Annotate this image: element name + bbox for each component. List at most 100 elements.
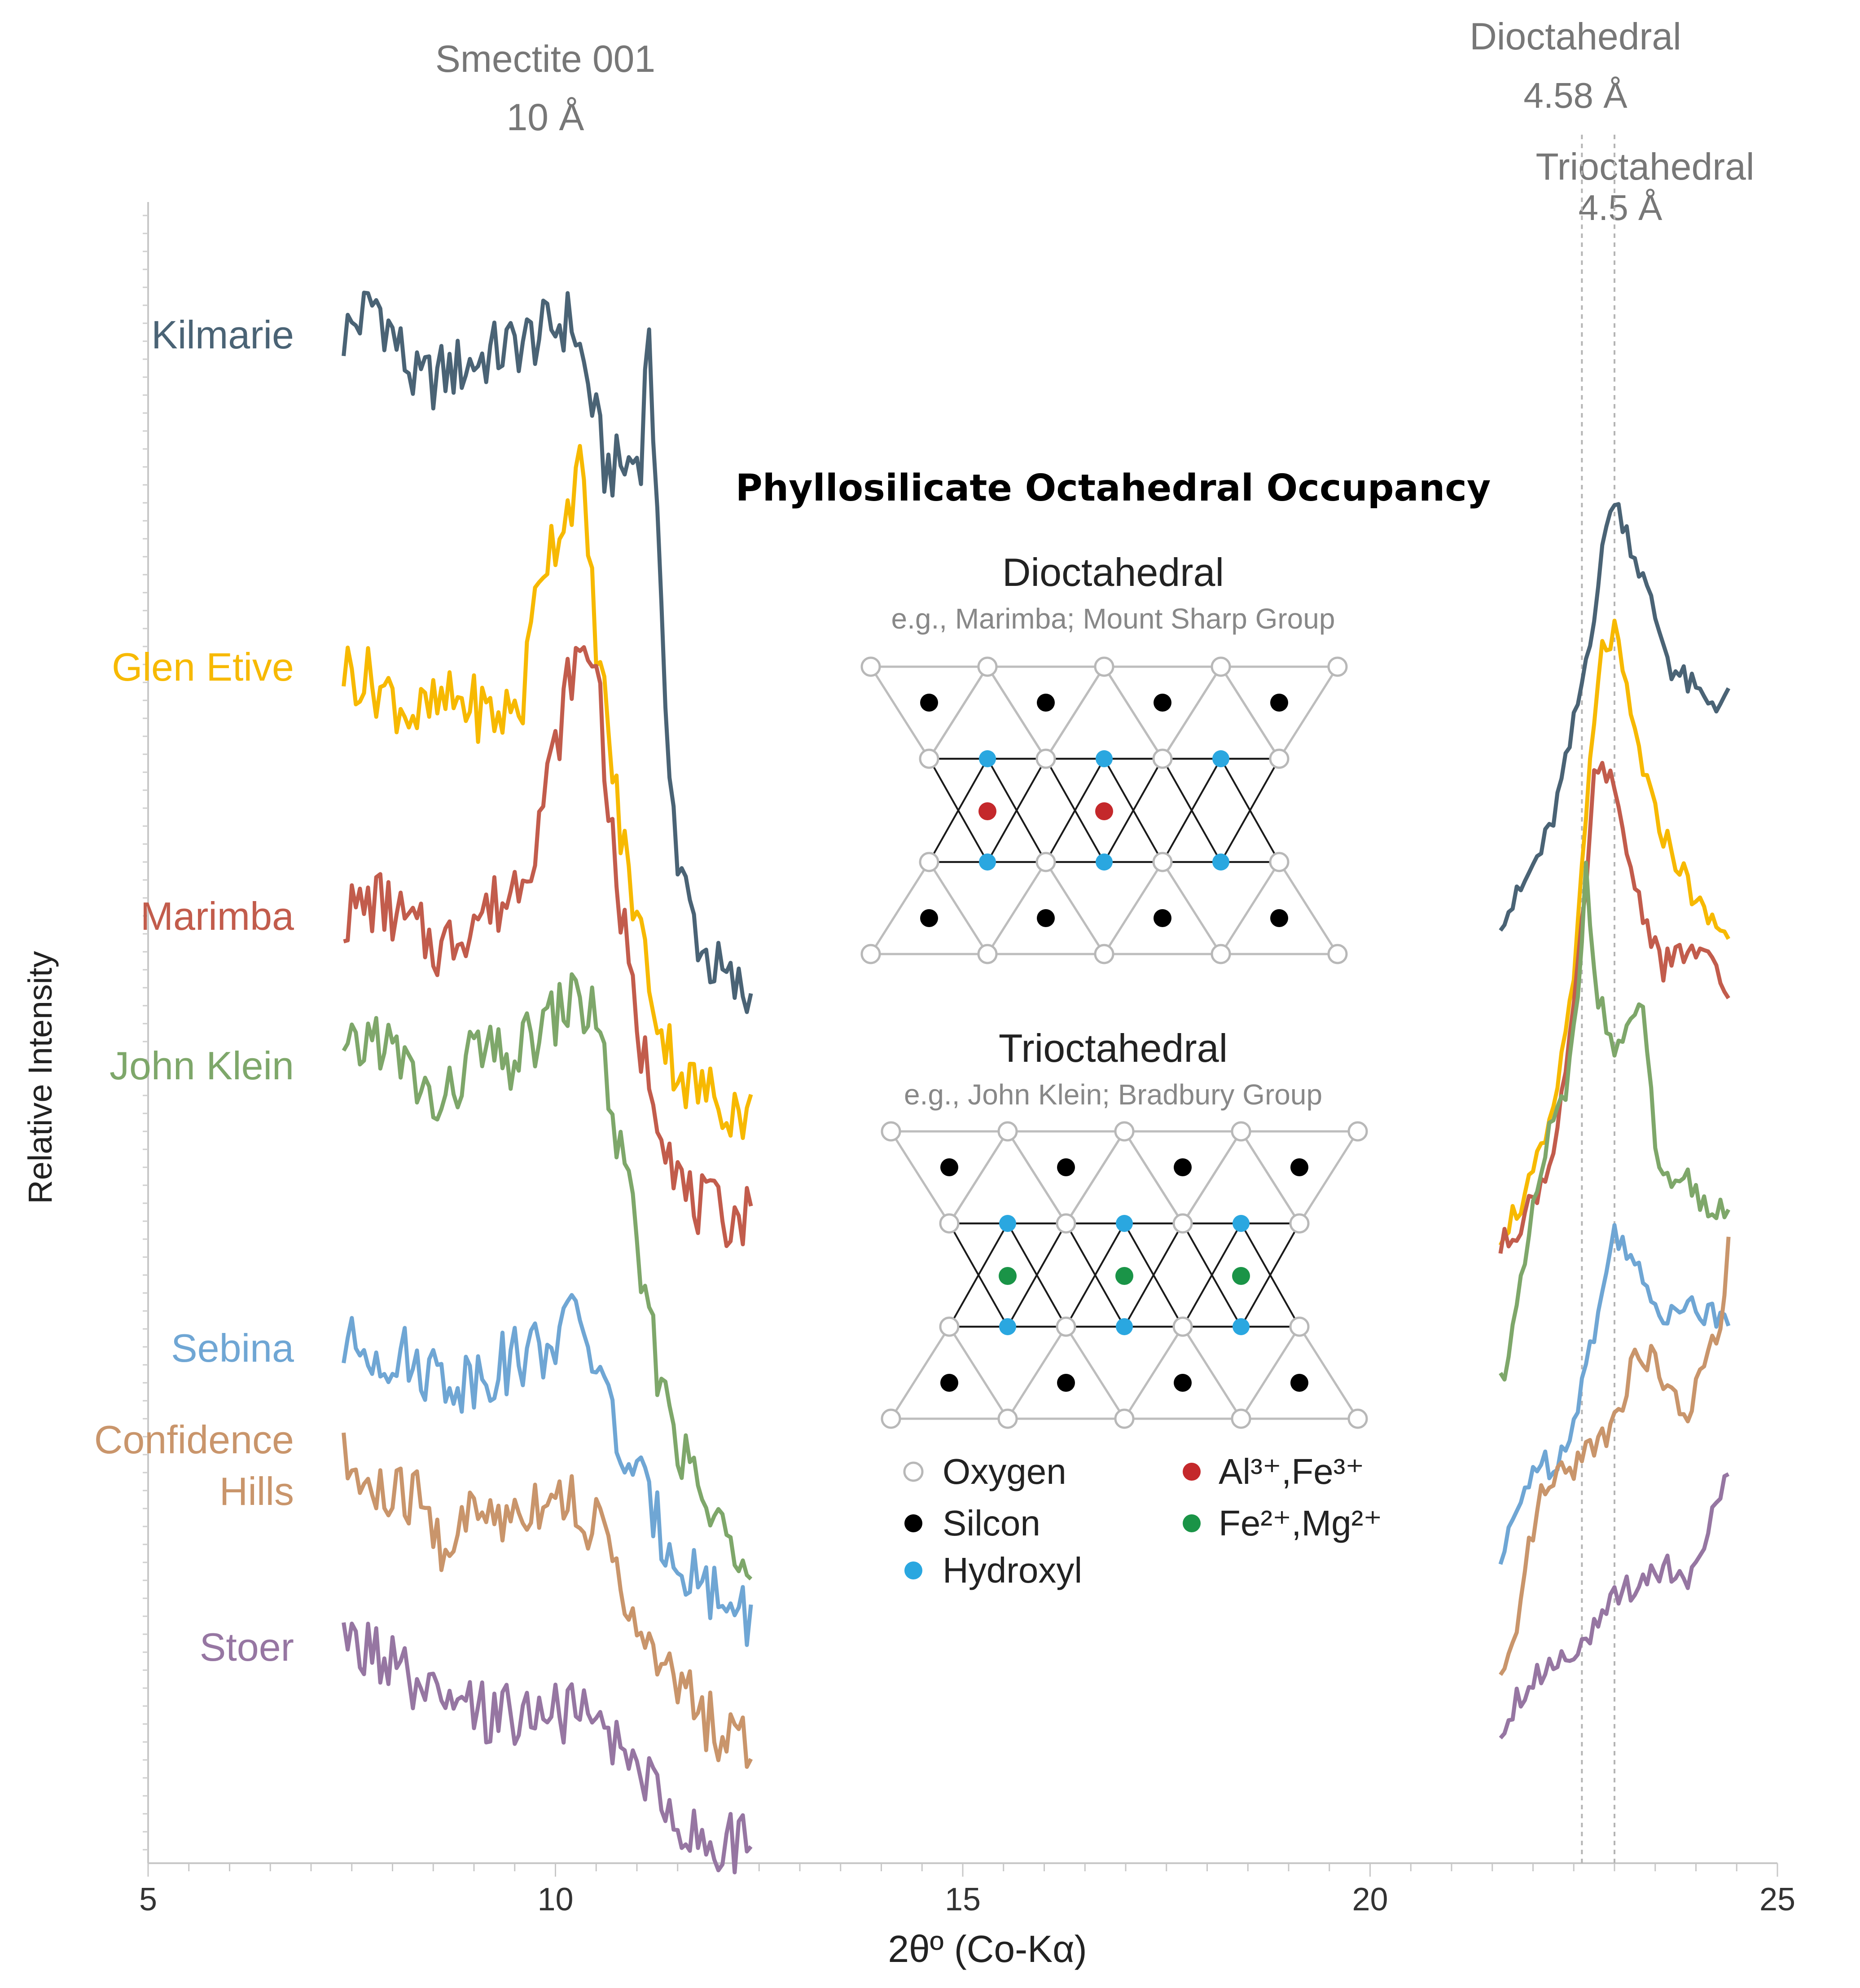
bond <box>1103 861 1164 955</box>
oxygen-atom <box>977 656 998 677</box>
silicon-atom <box>1174 1374 1192 1392</box>
traces <box>342 290 1731 1874</box>
silicon-atom <box>1057 1158 1075 1176</box>
hydroxyl-atom <box>999 1318 1016 1335</box>
bond <box>1065 1223 1125 1327</box>
oxygen-atom <box>1114 1121 1135 1142</box>
hydroxyl-atom <box>1116 1215 1133 1232</box>
silicon-atom <box>1037 909 1055 927</box>
bond <box>987 758 1047 862</box>
trace-marimba-high-angle <box>1498 761 1730 1254</box>
trace-kilmarie-low-angle <box>342 290 753 1014</box>
trioctahedral-subtitle: e.g., John Klein; Bradbury Group <box>904 1078 1322 1111</box>
bond <box>1044 861 1105 955</box>
oxygen-atom <box>1347 1408 1368 1429</box>
bond <box>890 1130 951 1224</box>
oxygen-atom <box>1114 1408 1135 1429</box>
bond <box>1123 1223 1184 1327</box>
silicon-atom <box>1270 694 1288 712</box>
bond <box>1161 861 1222 955</box>
series-labels: Kilmarie Glen Etive Marimba John Klein Sebin… <box>94 312 294 1669</box>
hydroxyl-atom <box>1233 1215 1250 1232</box>
bond <box>928 758 988 862</box>
oxygen-atom <box>919 852 939 872</box>
silicon-atom <box>920 694 938 712</box>
bond <box>1065 1130 1126 1224</box>
oxygen-atom <box>1211 656 1231 677</box>
silicon-atom <box>1154 909 1171 927</box>
reference-lines <box>1581 135 1615 1863</box>
annotation-smectite: Smectite 001 <box>435 38 655 80</box>
series-label-confidence-hills: Confidence Hills <box>94 1417 294 1513</box>
silicon-atom <box>940 1158 958 1176</box>
bond <box>1181 1130 1242 1224</box>
hydroxyl-atom <box>1096 853 1113 871</box>
bond <box>1161 666 1222 760</box>
bond <box>1123 1326 1184 1420</box>
legend-silicon-marker <box>904 1514 922 1532</box>
oxygen-atom <box>939 1316 960 1337</box>
trace-sebina-low-angle <box>342 1293 753 1647</box>
bond <box>1298 1326 1359 1420</box>
bond <box>1045 758 1105 862</box>
dioctahedral-subtitle: e.g., Marimba; Mount Sharp Group <box>891 603 1335 635</box>
octahedral-cation-fe2-mg <box>1115 1267 1133 1285</box>
bond <box>948 1326 1009 1420</box>
trace-confidence-hills-high-angle <box>1499 1236 1731 1676</box>
hydroxyl-atom <box>1116 1318 1133 1335</box>
oxygen-atom <box>1289 1213 1310 1234</box>
bond <box>869 666 930 760</box>
oxygen-atom <box>1327 944 1348 964</box>
annotation-trioctahedral: Trioctahedral <box>1535 145 1754 188</box>
bond <box>1240 1223 1300 1327</box>
silicon-atom <box>1174 1158 1192 1176</box>
oxygen-atom <box>1094 944 1114 964</box>
silicon-atom <box>1037 694 1055 712</box>
axes: 5 10 15 20 25 <box>139 202 1795 1918</box>
silicon-atom <box>1290 1158 1308 1176</box>
trace-confidence-hills-low-angle <box>342 1432 753 1769</box>
hydroxyl-atom <box>979 750 996 767</box>
bond <box>948 1130 1009 1224</box>
annotation-10a: 10 Å <box>507 96 584 138</box>
trioctahedral-heading: Trioctahedral <box>999 1026 1228 1070</box>
series-label-sebina: Sebina <box>171 1326 294 1370</box>
legend-hydroxyl-marker <box>904 1561 922 1579</box>
bond <box>1220 666 1281 760</box>
oxygen-atom <box>939 1213 960 1234</box>
legend-silicon-label: Silcon <box>943 1503 1040 1543</box>
annotation-45a: 4.5 Å <box>1579 188 1663 228</box>
oxygen-atom <box>881 1121 901 1142</box>
bond <box>1006 1326 1067 1420</box>
trace-glen-etive-low-angle <box>342 444 753 1140</box>
legend-fe2-mg-marker <box>1183 1514 1201 1532</box>
oxygen-atom <box>977 944 998 964</box>
hydroxyl-atom <box>979 853 996 871</box>
annotation-dioctahedral: Dioctahedral <box>1470 15 1681 57</box>
trace-marimba-low-angle <box>343 645 753 1248</box>
legend-oxygen-label: Oxygen <box>943 1451 1066 1491</box>
bond <box>1298 1130 1359 1224</box>
silicon-atom <box>1270 909 1288 927</box>
oxygen-atom <box>997 1121 1018 1142</box>
bond <box>1240 1326 1301 1420</box>
legend-al-fe3-marker <box>1183 1463 1201 1481</box>
x-axis-title: 2θº (Co-Kα) <box>888 1928 1087 1970</box>
oxygen-atom <box>1094 656 1114 677</box>
x-tick-label: 25 <box>1759 1882 1795 1918</box>
bond <box>986 666 1047 760</box>
series-label-stoer: Stoer <box>200 1625 294 1669</box>
hydroxyl-atom <box>1096 750 1113 767</box>
oxygen-atom <box>1327 656 1348 677</box>
bond <box>1278 861 1339 955</box>
bond <box>1103 758 1163 862</box>
trace-john-klein-high-angle <box>1499 860 1731 1382</box>
hydroxyl-atom <box>1212 853 1229 871</box>
inset-title: Phyllosilicate Octahedral Occupancy <box>736 467 1491 510</box>
x-ticks: 5 10 15 20 25 <box>139 1863 1795 1918</box>
bond <box>1123 1130 1184 1224</box>
oxygen-atom <box>1035 748 1056 769</box>
bond <box>1006 1130 1067 1224</box>
legend: Oxygen Silcon Hydroxyl Al³⁺,Fe³⁺ Fe²⁺,Mg… <box>903 1451 1382 1590</box>
